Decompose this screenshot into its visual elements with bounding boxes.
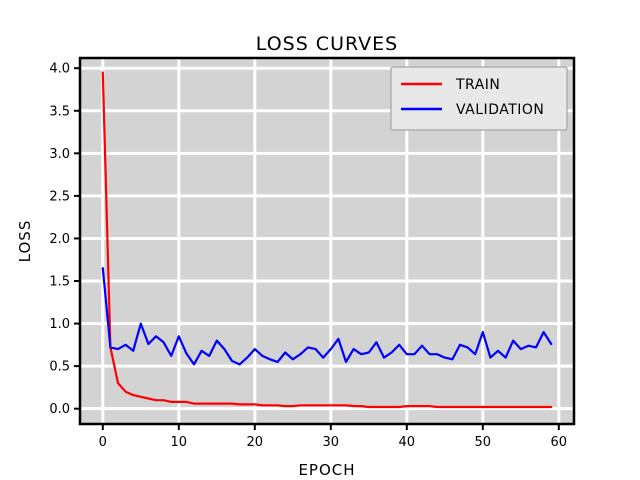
legend-label-train: TRAIN [455,77,500,93]
y-tick-label: 3.5 [49,104,70,119]
x-tick-label: 20 [247,435,264,450]
y-tick-label: 2.0 [49,232,70,247]
grid [80,58,574,424]
series-line-validation [101,267,553,366]
y-tick-label: 0.0 [49,402,70,417]
y-tick-label: 1.5 [49,275,70,290]
x-tick-label: 10 [171,435,188,450]
series-line-train [101,71,553,409]
y-axis-label: LOSS [16,220,34,263]
x-tick-label: 0 [99,435,107,450]
y-tick-label: 4.0 [49,62,70,77]
legend-label-validation: VALIDATION [456,102,544,118]
chart-title: LOSS CURVES [256,33,398,55]
x-tick-label: 60 [551,435,568,450]
x-axis-label: EPOCH [298,461,355,479]
y-tick-label: 1.0 [49,317,70,332]
legend: TRAIN VALIDATION [390,66,568,131]
x-tick-label: 50 [475,435,492,450]
y-tick-label: 3.0 [49,147,70,162]
x-tick-label: 40 [399,435,416,450]
x-tick-label: 30 [323,435,340,450]
plot-frame [78,56,576,426]
y-tick-label: 2.5 [49,189,70,204]
y-tick-label: 0.5 [49,360,70,375]
